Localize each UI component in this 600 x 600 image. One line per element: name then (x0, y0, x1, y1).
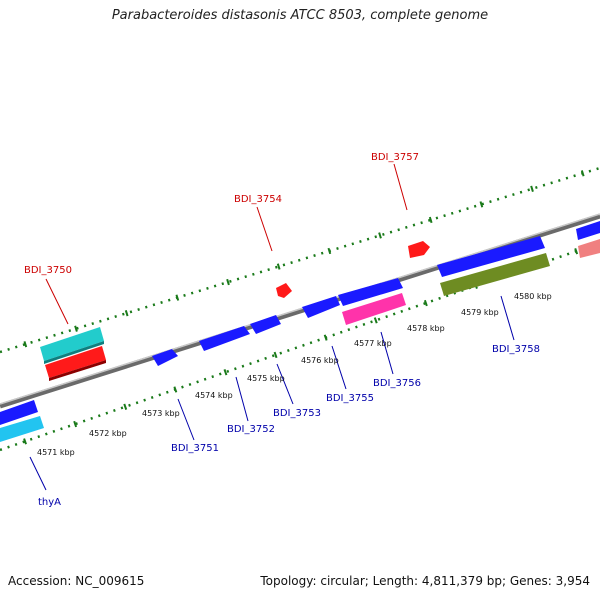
genome-stats-text: Topology: circular; Length: 4,811,379 bp… (260, 574, 590, 588)
lower-tick-11 (574, 248, 579, 255)
upper-ruler-ticks (23, 170, 585, 348)
leader-3753 (276, 363, 294, 405)
upper-tick-3 (175, 294, 180, 301)
lower-tick-5 (273, 351, 278, 359)
gene-bottom-3758-a[interactable] (437, 236, 545, 277)
ruler-label-4574: 4574 kbp (195, 391, 233, 400)
genome-title: Parabacteroides distasonis ATCC 8503, co… (111, 8, 489, 23)
label-bdi-3753[interactable]: BDI_3753 (273, 408, 321, 419)
upper-tick-8 (428, 216, 433, 224)
upper-tick-7 (378, 232, 382, 239)
gene-top-3754[interactable] (276, 283, 292, 298)
leader-3754 (256, 206, 273, 252)
gene-bottom-3758-b[interactable] (440, 253, 550, 296)
gene-bottom-3753[interactable] (250, 315, 281, 334)
ruler-label-4575: 4575 kbp (247, 374, 285, 383)
label-bdi-3755[interactable]: BDI_3755 (326, 393, 374, 404)
upper-tick-0 (23, 341, 28, 348)
leader-3751 (177, 398, 195, 441)
gene-bottom-thyA-a[interactable] (0, 400, 38, 425)
leader-3757 (393, 163, 408, 211)
lower-tick-7 (373, 317, 378, 324)
lower-tick-3 (173, 386, 178, 393)
accession-text: Accession: NC_009615 (8, 574, 145, 588)
gene-top-3750-a[interactable] (40, 327, 104, 364)
ruler-label-4576: 4576 kbp (301, 356, 339, 365)
upper-tick-9 (479, 201, 484, 208)
ruler-label-4577: 4577 kbp (354, 339, 392, 348)
gene-top-3750-b[interactable] (45, 346, 106, 381)
leader-3758 (500, 295, 515, 341)
gene-bottom-thyA-b[interactable] (0, 416, 44, 442)
upper-tick-4 (226, 278, 230, 286)
ruler-label-4579: 4579 kbp (461, 308, 499, 317)
lower-tick-8 (423, 299, 428, 307)
upper-tick-5 (276, 263, 281, 270)
upper-tick-2 (124, 309, 129, 317)
lower-tick-6 (323, 334, 328, 341)
ruler-label-4578: 4578 kbp (407, 324, 445, 333)
leader-3755 (331, 345, 347, 390)
lower-tick-4 (223, 369, 228, 376)
upper-tick-1 (74, 325, 78, 332)
label-bdi-3750[interactable]: BDI_3750 (24, 265, 72, 276)
ruler-label-4572: 4572 kbp (89, 429, 127, 438)
leader-3752 (235, 376, 249, 422)
leader-3756 (380, 331, 394, 375)
ruler-label-4571: 4571 kbp (37, 448, 75, 457)
label-bdi-3756[interactable]: BDI_3756 (373, 378, 421, 389)
gene-bottom-3755[interactable] (302, 296, 340, 318)
leader-3750 (45, 278, 69, 325)
gene-top-3757[interactable] (408, 241, 430, 258)
upper-tick-6 (327, 247, 332, 255)
gene-bottom-3751[interactable] (152, 349, 178, 366)
ruler-label-4580: 4580 kbp (514, 292, 552, 301)
leader-thyA (29, 456, 47, 491)
upper-tick-10 (530, 185, 534, 193)
lower-tick-1 (73, 420, 78, 428)
genome-backbone-highlight (0, 213, 600, 405)
upper-ruler (0, 166, 600, 354)
label-bdi-3751[interactable]: BDI_3751 (171, 443, 219, 454)
gene-bottom-3756-a[interactable] (338, 278, 403, 306)
gene-top-right[interactable] (576, 221, 600, 258)
label-bdi-3754[interactable]: BDI_3754 (234, 194, 282, 205)
label-thyA[interactable]: thyA (38, 497, 61, 508)
label-bdi-3757[interactable]: BDI_3757 (371, 152, 419, 163)
gene-bottom-3756-b[interactable] (342, 293, 406, 325)
lower-tick-2 (123, 403, 128, 410)
lower-tick-0 (23, 438, 27, 445)
gene-bottom-3752[interactable] (199, 326, 250, 351)
ruler-label-4573: 4573 kbp (142, 409, 180, 418)
label-bdi-3752[interactable]: BDI_3752 (227, 424, 275, 435)
label-bdi-3758[interactable]: BDI_3758 (492, 344, 540, 355)
upper-tick-11 (580, 170, 585, 177)
